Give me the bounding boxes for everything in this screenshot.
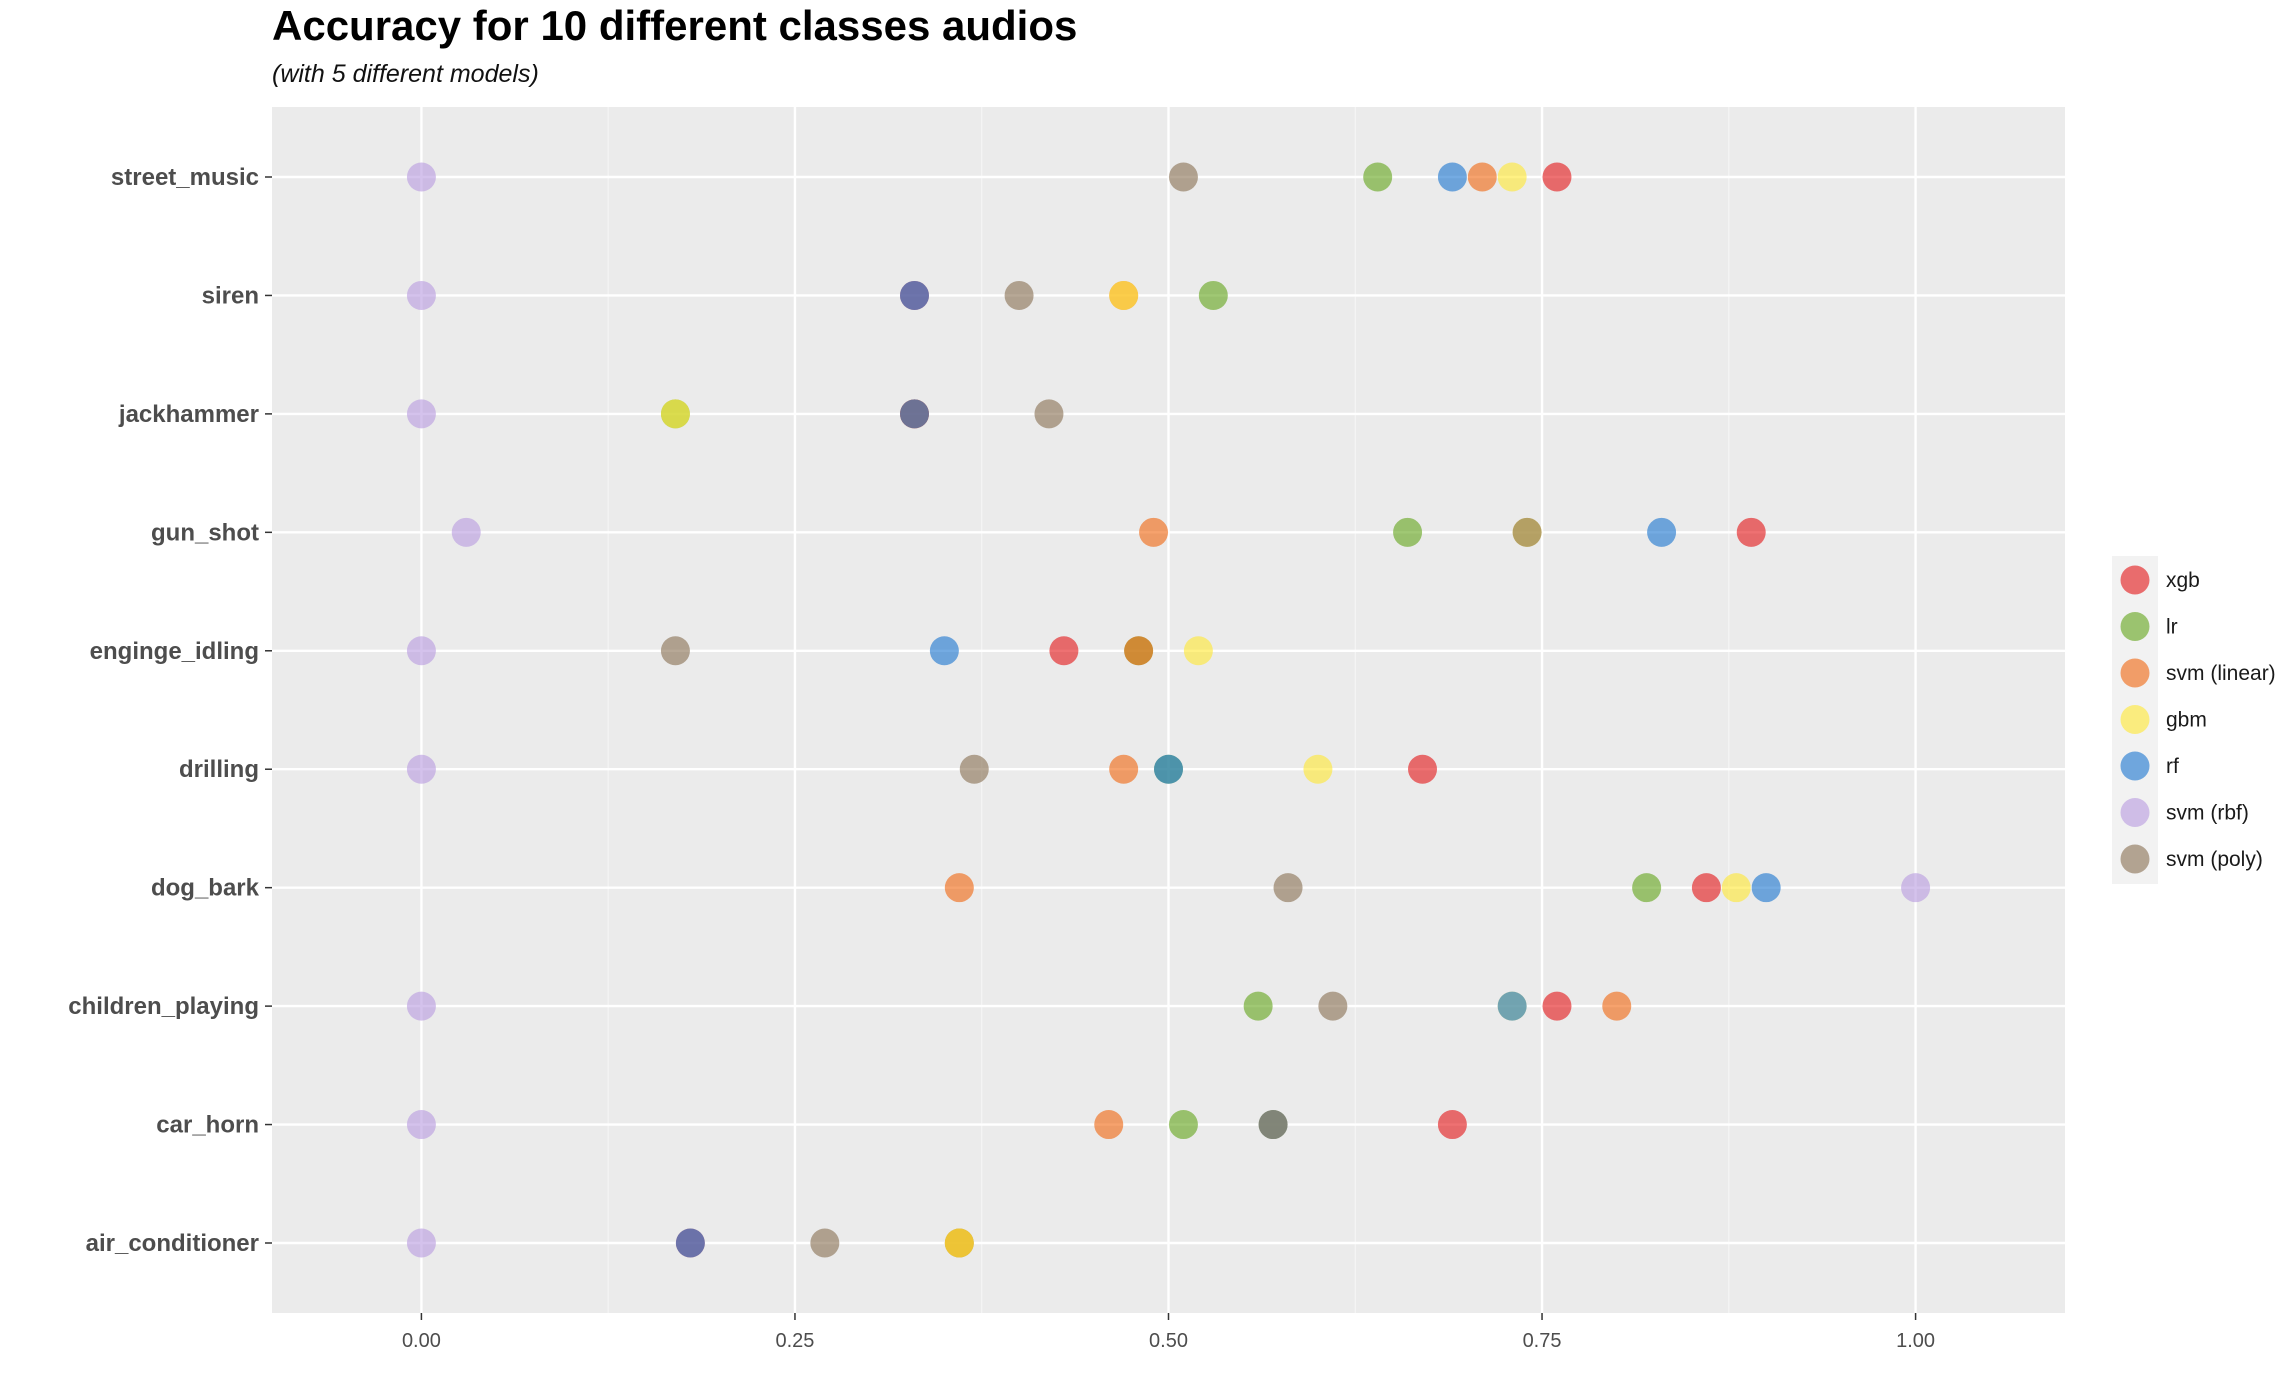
legend-key [2120, 844, 2150, 874]
category-label: air_conditioner [86, 1230, 259, 1257]
data-point [899, 399, 929, 429]
data-point [1901, 873, 1931, 903]
legend-label: xgb [2166, 569, 2200, 592]
category-label: children_playing [68, 993, 259, 1020]
category-label: car_horn [156, 1112, 259, 1139]
chart-title: Accuracy for 10 different classes audios [272, 2, 1078, 49]
data-point [1542, 162, 1572, 192]
legend-label: svm (poly) [2166, 848, 2263, 871]
category-label: siren [202, 282, 259, 309]
data-point [1393, 517, 1423, 547]
data-point [1632, 873, 1662, 903]
axis-layer: 0.00 0.25 0.50 0.75 1.00 air_conditioner car_h… [68, 164, 1935, 1352]
data-point [406, 754, 436, 784]
data-point [1198, 280, 1228, 310]
data-point [660, 636, 690, 666]
data-point [1736, 517, 1766, 547]
data-point [1139, 517, 1169, 547]
data-point [944, 873, 974, 903]
data-point [1168, 162, 1198, 192]
data-point [406, 399, 436, 429]
data-point [1154, 754, 1183, 784]
data-point [1124, 636, 1154, 666]
legend-label: gbm [2166, 709, 2207, 732]
data-point [1437, 1110, 1467, 1140]
legend-label: lr [2166, 616, 2178, 639]
data-point [1049, 636, 1079, 666]
data-point [1183, 636, 1213, 666]
data-point [1497, 162, 1527, 192]
category-label: drilling [179, 756, 259, 783]
data-point [944, 1228, 974, 1258]
data-point [406, 991, 436, 1021]
data-point [929, 636, 959, 666]
data-point [1034, 399, 1064, 429]
data-point [1602, 991, 1632, 1021]
category-label: dog_bark [151, 875, 260, 902]
legend-label: svm (rbf) [2166, 802, 2249, 825]
data-point [406, 162, 436, 192]
data-point [406, 1110, 436, 1140]
data-point [1497, 991, 1527, 1021]
data-point [675, 1228, 705, 1258]
category-label: street_music [111, 164, 259, 191]
data-point [959, 754, 989, 784]
data-point [1751, 873, 1781, 903]
data-point [406, 636, 436, 666]
data-point [1109, 280, 1139, 310]
legend-label: rf [2166, 755, 2179, 778]
data-point [1408, 754, 1438, 784]
data-point [1243, 991, 1273, 1021]
x-tick-label: 0.25 [775, 1330, 814, 1352]
category-label: enginge_idling [90, 638, 259, 665]
data-point [1512, 517, 1542, 547]
data-point [660, 399, 690, 429]
data-point [1303, 754, 1333, 784]
legend-key [2120, 798, 2150, 827]
data-point [1721, 873, 1751, 903]
data-point [1437, 162, 1467, 192]
data-point [899, 280, 929, 310]
legend-key [2120, 658, 2150, 688]
data-point [1647, 517, 1677, 547]
data-point [1109, 754, 1139, 784]
data-point [810, 1228, 840, 1258]
x-tick-label: 1.00 [1896, 1330, 1935, 1352]
data-point [1691, 873, 1721, 903]
point-layer [406, 162, 1931, 1258]
data-point [1273, 873, 1303, 903]
data-point [1363, 162, 1393, 192]
legend: xgb lr svm (linear) gbm rf svm (rbf) svm (poly… [2120, 565, 2276, 874]
legend-key [2120, 612, 2150, 641]
data-point [451, 517, 481, 547]
legend-key [2120, 565, 2150, 595]
category-label: jackhammer [118, 401, 259, 428]
category-label: gun_shot [151, 519, 259, 546]
legend-key [2120, 751, 2150, 781]
x-tick-label: 0.50 [1149, 1330, 1188, 1352]
data-point [1542, 991, 1572, 1021]
data-point [406, 280, 436, 310]
data-point [1168, 1110, 1198, 1140]
x-tick-label: 0.75 [1523, 1330, 1562, 1352]
legend-label: svm (linear) [2166, 662, 2276, 685]
x-tick-label: 0.00 [402, 1330, 441, 1352]
data-point [1318, 991, 1348, 1021]
legend-key [2120, 705, 2150, 734]
data-point [1004, 280, 1034, 310]
data-point [1467, 162, 1497, 192]
chart-subtitle: (with 5 different models) [272, 60, 539, 88]
data-point [1094, 1110, 1124, 1140]
data-point [406, 1228, 436, 1258]
data-point [1258, 1110, 1288, 1140]
